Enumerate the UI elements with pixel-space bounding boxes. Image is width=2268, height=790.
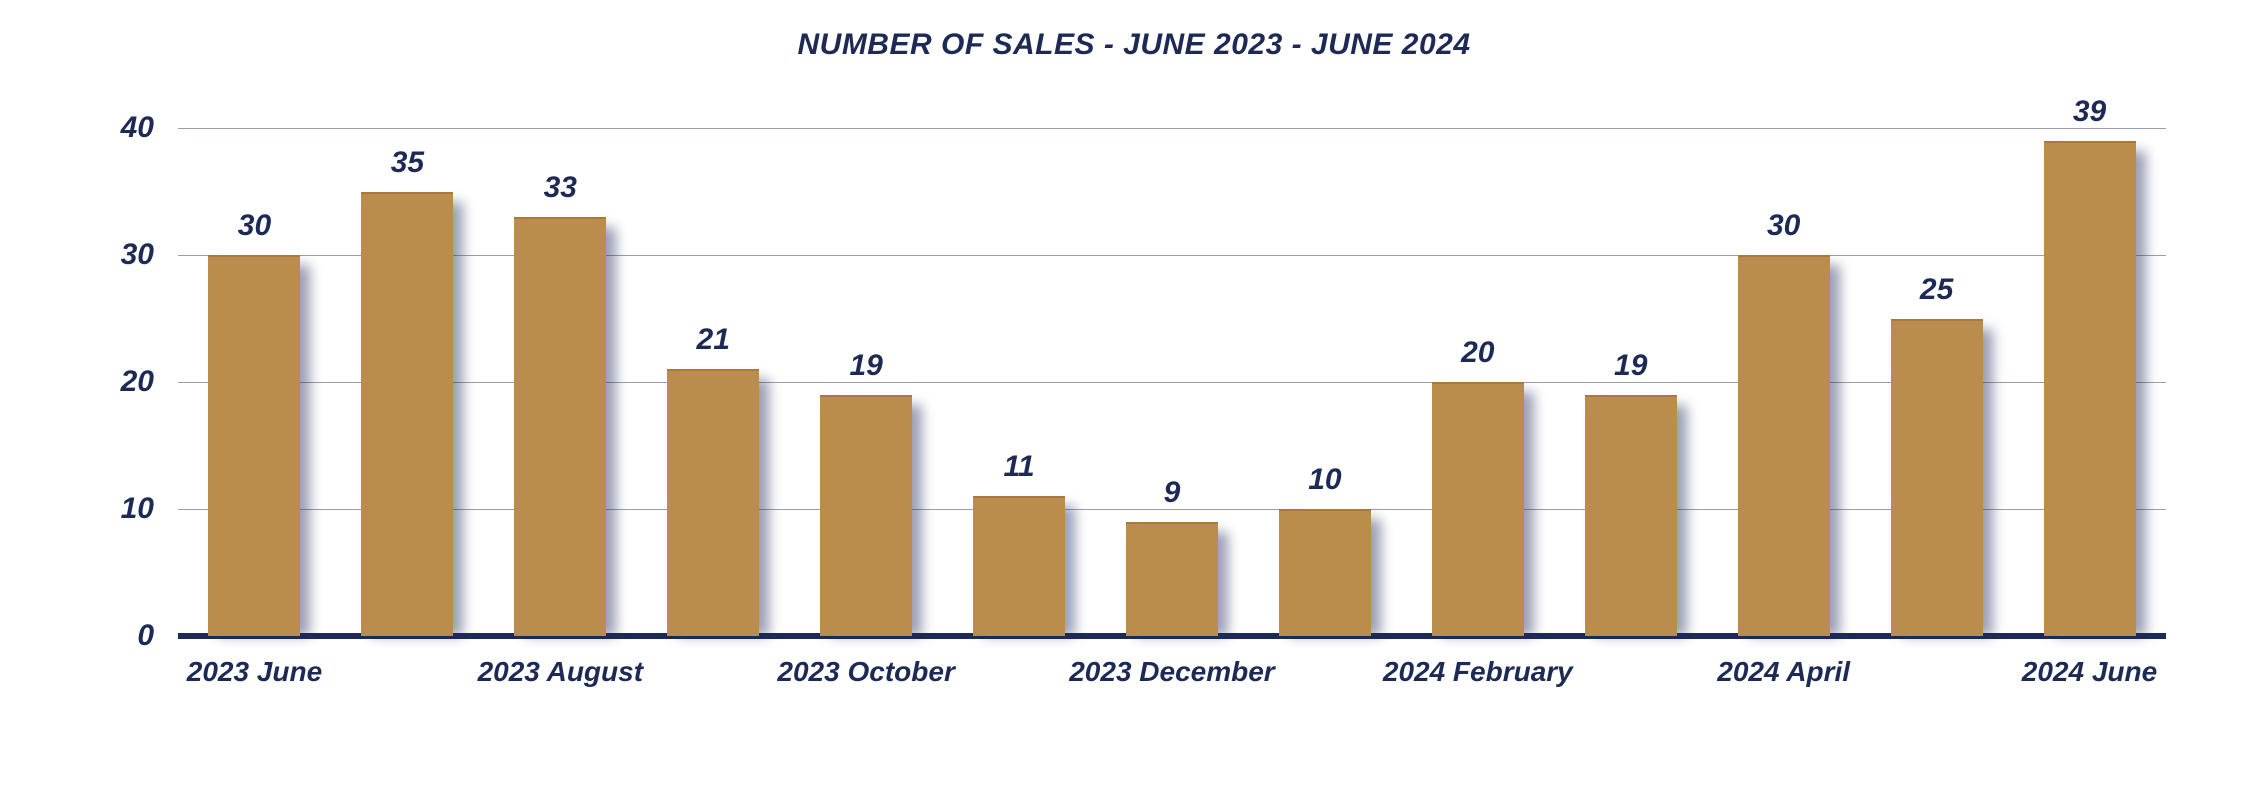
- y-tick-label: 30: [121, 238, 178, 272]
- x-tick-label: 2024 June: [2022, 636, 2157, 688]
- bar: [514, 217, 606, 636]
- bar-value-label: 35: [391, 146, 424, 180]
- bar: [667, 369, 759, 636]
- bar: [1126, 522, 1218, 636]
- bar-value-label: 30: [1767, 209, 1800, 243]
- x-tick-label: 2023 December: [1069, 636, 1274, 688]
- bar: [1891, 319, 1983, 637]
- x-tick-label: 2024 February: [1383, 636, 1573, 688]
- y-tick-label: 20: [121, 365, 178, 399]
- bar: [1738, 255, 1830, 636]
- gridline: [178, 382, 2166, 383]
- bar-value-label: 11: [1003, 450, 1034, 484]
- x-tick-label: 2023 August: [478, 636, 643, 688]
- y-tick-label: 0: [137, 619, 178, 653]
- gridline: [178, 255, 2166, 256]
- y-tick-label: 10: [121, 492, 178, 526]
- x-tick-label: 2023 June: [187, 636, 322, 688]
- gridline: [178, 128, 2166, 129]
- bar: [208, 255, 300, 636]
- bar-value-label: 33: [544, 171, 577, 205]
- bar-value-label: 21: [697, 323, 730, 357]
- bar-value-label: 10: [1308, 463, 1341, 497]
- sales-bar-chart: NUMBER OF SALES - JUNE 2023 - JUNE 2024 …: [0, 0, 2268, 790]
- bar-value-label: 19: [849, 349, 882, 383]
- bar-value-label: 30: [238, 209, 271, 243]
- bar: [361, 192, 453, 637]
- x-tick-label: 2023 October: [777, 636, 954, 688]
- bar: [1585, 395, 1677, 636]
- y-tick-label: 40: [121, 111, 178, 145]
- bar-value-label: 39: [2073, 95, 2106, 129]
- bar: [820, 395, 912, 636]
- bar: [1279, 509, 1371, 636]
- bar: [2044, 141, 2136, 636]
- bar: [1432, 382, 1524, 636]
- plot-area: 01020304030353321191191020193025392023 J…: [178, 128, 2166, 636]
- x-tick-label: 2024 April: [1717, 636, 1850, 688]
- chart-title: NUMBER OF SALES - JUNE 2023 - JUNE 2024: [0, 28, 2268, 62]
- bar-value-label: 25: [1920, 273, 1953, 307]
- bar-value-label: 19: [1614, 349, 1647, 383]
- bar-value-label: 20: [1461, 336, 1494, 370]
- bar-value-label: 9: [1164, 476, 1181, 510]
- bar: [973, 496, 1065, 636]
